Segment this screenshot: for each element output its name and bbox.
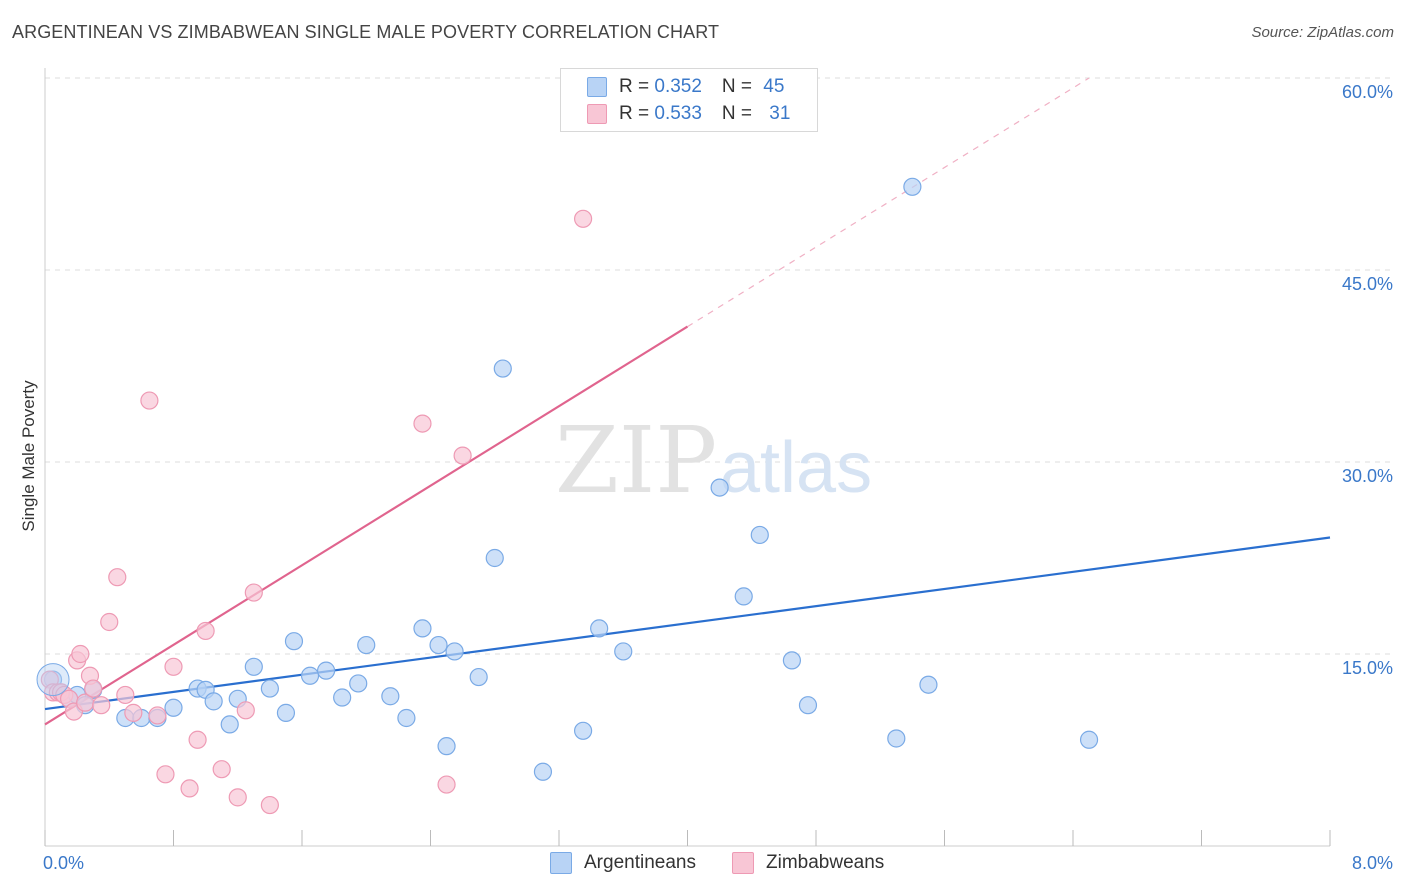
data-point-zimbabweans bbox=[228, 788, 247, 807]
data-point-argentineans bbox=[614, 642, 633, 661]
legend-r-value: 0.352 bbox=[654, 76, 702, 97]
legend-swatch-pink bbox=[587, 104, 607, 124]
bottom-legend-label: Argentineans bbox=[584, 852, 696, 873]
trend-lines bbox=[44, 77, 1331, 726]
data-point-argentineans bbox=[164, 698, 183, 717]
data-point-argentineans bbox=[284, 632, 304, 651]
data-point-argentineans bbox=[903, 177, 922, 196]
data-point-argentineans bbox=[349, 674, 368, 693]
axes bbox=[44, 68, 1331, 847]
data-point-cluster bbox=[36, 663, 70, 697]
data-point-argentineans bbox=[437, 737, 456, 756]
data-point-argentineans bbox=[220, 715, 239, 734]
data-point-argentineans bbox=[333, 688, 352, 707]
grid-lines bbox=[45, 77, 1395, 655]
data-point-zimbabweans bbox=[148, 706, 167, 725]
y-tick-label: 60.0% bbox=[1342, 82, 1393, 102]
bottom-legend-swatch-blue bbox=[550, 852, 572, 874]
data-point-zimbabweans bbox=[413, 414, 432, 433]
y-tick-label: 15.0% bbox=[1342, 658, 1393, 678]
watermark: ZIP atlas bbox=[555, 407, 872, 514]
data-point-argentineans bbox=[710, 478, 729, 497]
legend-n-label: N = bbox=[721, 76, 758, 97]
data-point-argentineans bbox=[887, 729, 906, 748]
legend-n-value: 45 bbox=[763, 76, 785, 97]
data-point-argentineans bbox=[381, 687, 400, 706]
watermark-zip: ZIP bbox=[555, 407, 717, 514]
legend-swatch-blue bbox=[587, 77, 607, 97]
data-point-zimbabweans bbox=[164, 657, 183, 676]
data-point-zimbabweans bbox=[156, 765, 175, 784]
data-point-zimbabweans bbox=[108, 568, 127, 587]
tick-labels: 15.0% 30.0% 45.0% 60.0% 0.0% 8.0% bbox=[43, 82, 1393, 873]
watermark-atlas: atlas bbox=[720, 428, 872, 508]
data-point-argentineans bbox=[469, 667, 488, 687]
data-point-argentineans bbox=[533, 762, 553, 781]
data-point-zimbabweans bbox=[71, 644, 90, 664]
stats-legend: R = 0.352 N = 45 R = 0.533 N = 31 bbox=[560, 68, 818, 132]
data-point-argentineans bbox=[590, 619, 609, 638]
data-point-argentineans bbox=[493, 359, 512, 378]
data-point-zimbabweans bbox=[92, 696, 111, 715]
data-point-argentineans bbox=[316, 661, 336, 680]
data-point-zimbabweans bbox=[140, 391, 159, 410]
data-point-zimbabweans bbox=[212, 760, 231, 779]
chart-title: ARGENTINEAN VS ZIMBABWEAN SINGLE MALE PO… bbox=[12, 22, 720, 42]
data-point-argentineans bbox=[244, 657, 263, 676]
data-point-argentineans bbox=[276, 703, 296, 722]
legend-n-value: 31 bbox=[769, 103, 791, 124]
data-point-argentineans bbox=[573, 721, 593, 740]
data-point-argentineans bbox=[750, 525, 769, 545]
data-point-argentineans bbox=[204, 692, 223, 711]
data-point-zimbabweans bbox=[116, 685, 135, 705]
data-point-argentineans bbox=[798, 696, 818, 715]
y-tick-label: 30.0% bbox=[1342, 466, 1393, 486]
legend-r-label: R = bbox=[619, 103, 655, 124]
data-point-zimbabweans bbox=[244, 583, 263, 602]
data-point-zimbabweans bbox=[180, 779, 199, 798]
data-point-argentineans bbox=[357, 635, 376, 655]
data-point-zimbabweans bbox=[100, 612, 119, 632]
legend-row-zimbabweans: R = 0.533 N = 31 bbox=[587, 102, 790, 126]
data-point-argentineans bbox=[445, 642, 464, 661]
bottom-legend-swatch-pink bbox=[732, 852, 754, 874]
legend-n-label: N = bbox=[721, 103, 758, 124]
data-point-argentineans bbox=[919, 675, 938, 694]
data-point-zimbabweans bbox=[196, 621, 215, 641]
data-point-argentineans bbox=[300, 666, 320, 685]
data-point-zimbabweans bbox=[84, 679, 103, 698]
data-point-zimbabweans bbox=[260, 795, 279, 815]
data-point-argentineans bbox=[734, 587, 753, 606]
bottom-legend-argentineans: Argentineans bbox=[550, 852, 696, 874]
y-axis-label: Single Male Poverty bbox=[19, 380, 38, 532]
data-point-argentineans bbox=[429, 635, 448, 655]
data-point-argentineans bbox=[397, 708, 416, 728]
trend-line-argentineans bbox=[44, 536, 1331, 711]
data-point-zimbabweans bbox=[188, 730, 207, 749]
data-point-zimbabweans bbox=[573, 209, 593, 228]
data-point-zimbabweans bbox=[236, 701, 255, 720]
legend-row-argentineans: R = 0.352 N = 45 bbox=[587, 75, 784, 99]
data-point-zimbabweans bbox=[453, 446, 472, 465]
legend-r-label: R = bbox=[619, 76, 655, 97]
y-tick-label: 45.0% bbox=[1342, 274, 1393, 294]
data-point-argentineans bbox=[1079, 730, 1099, 749]
data-point-zimbabweans bbox=[124, 703, 143, 722]
trend-line-zimbabweans bbox=[44, 325, 689, 726]
data-point-zimbabweans bbox=[437, 775, 456, 794]
data-point-argentineans bbox=[782, 651, 802, 670]
legend-r-value: 0.533 bbox=[654, 103, 702, 124]
bottom-legend-zimbabweans: Zimbabweans bbox=[732, 852, 884, 874]
source-credit: Source: ZipAtlas.com bbox=[1251, 24, 1394, 41]
data-point-argentineans bbox=[413, 619, 432, 638]
data-point-argentineans bbox=[485, 548, 504, 568]
x-tick-label: 8.0% bbox=[1352, 853, 1393, 873]
data-points bbox=[36, 177, 1099, 815]
data-point-argentineans bbox=[260, 679, 279, 698]
bottom-legend-label: Zimbabweans bbox=[766, 852, 885, 873]
x-tick-label: 0.0% bbox=[43, 853, 84, 873]
